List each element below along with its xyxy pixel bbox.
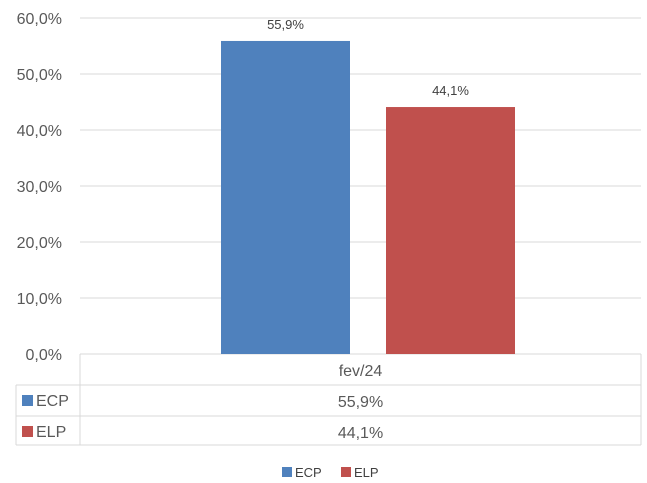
y-tick-label: 40,0% — [17, 123, 62, 140]
table-legend-key-elp — [22, 426, 33, 437]
legend-label-elp: ELP — [354, 465, 379, 480]
bar-ecp — [221, 40, 350, 355]
y-tick-label: 60,0% — [17, 11, 62, 28]
y-tick-label: 20,0% — [17, 235, 62, 252]
table-row-label-ecp: ECP — [36, 393, 69, 410]
table-cell-ecp: 55,9% — [338, 394, 383, 411]
y-tick-label: 50,0% — [17, 67, 62, 84]
legend-label-ecp: ECP — [295, 465, 322, 480]
legend-key-ecp — [282, 467, 292, 477]
table-legend-key-ecp — [22, 395, 33, 406]
x-tick-label: fev/24 — [339, 363, 383, 380]
y-tick-label: 30,0% — [17, 179, 62, 196]
table-row-label-elp: ELP — [36, 424, 66, 441]
legend-key-elp — [341, 467, 351, 477]
bar-elp — [386, 107, 515, 354]
data-label-ecp: 55,9% — [267, 17, 304, 32]
y-tick-label: 10,0% — [17, 291, 62, 308]
y-tick-label: 0,0% — [26, 347, 62, 364]
table-cell-elp: 44,1% — [338, 425, 383, 442]
data-label-elp: 44,1% — [432, 83, 469, 98]
